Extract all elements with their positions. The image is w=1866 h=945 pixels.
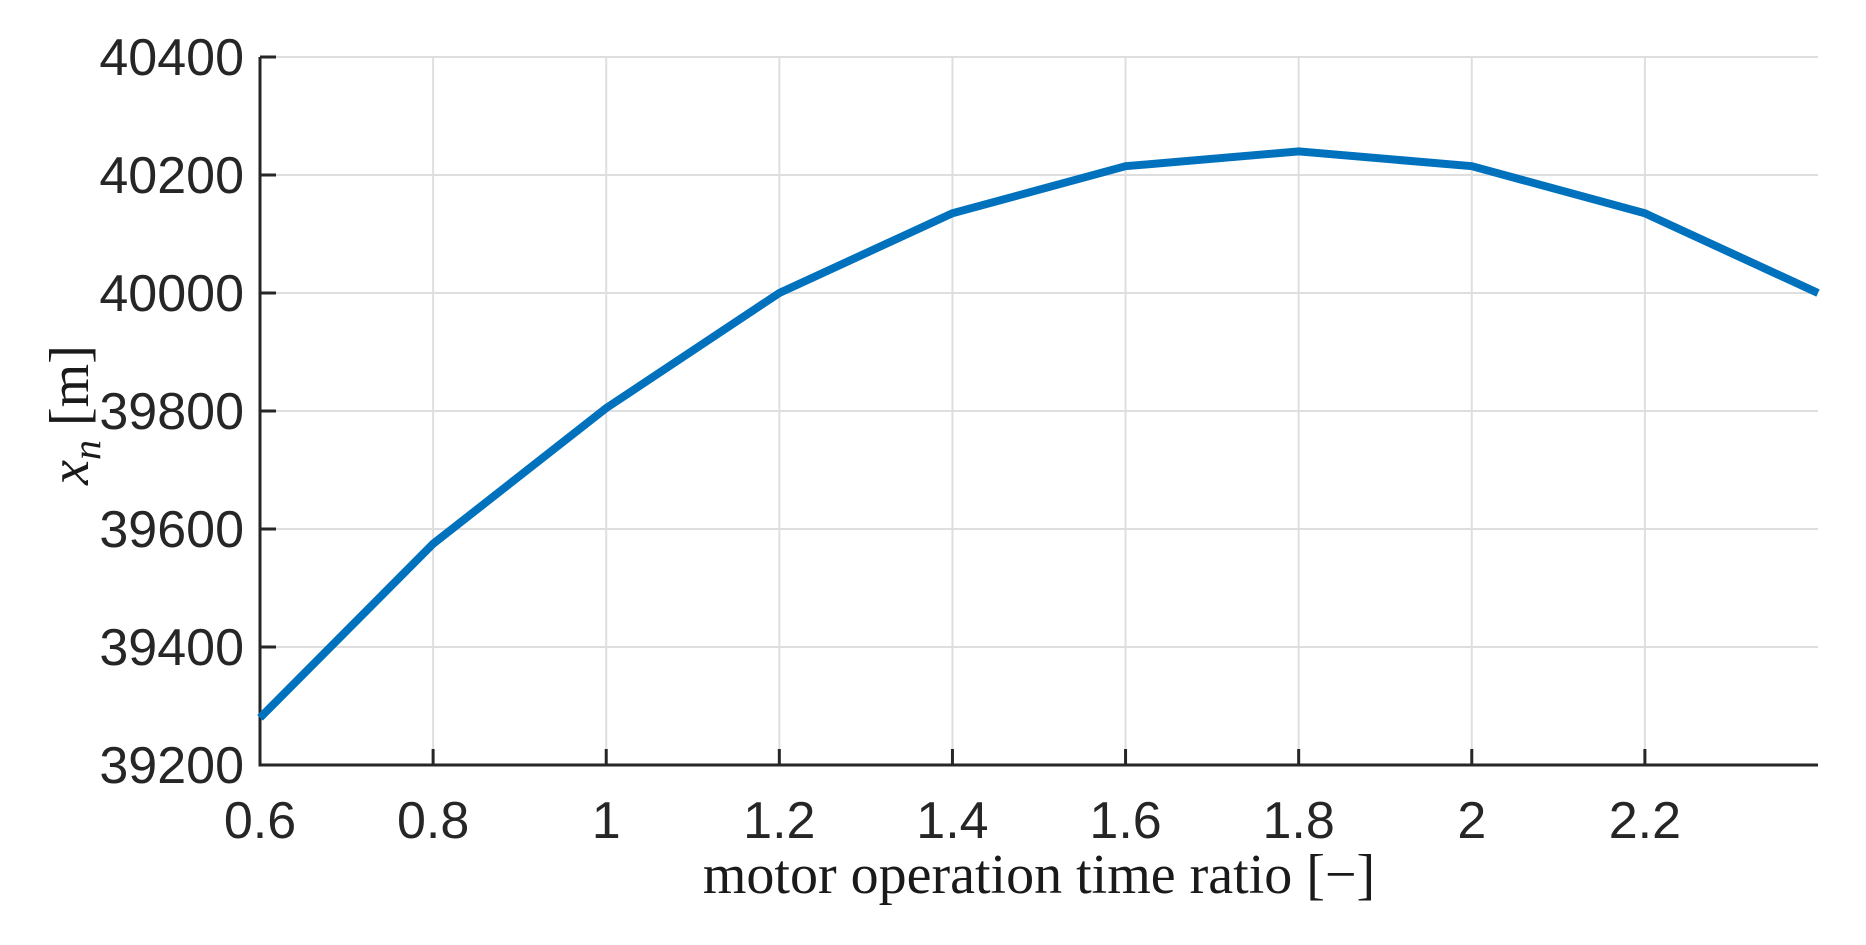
data-series-line <box>257 147 1820 721</box>
x-tick-label: 0.8 <box>397 792 469 850</box>
y-tick-label: 39400 <box>99 619 244 677</box>
y-tick-label: 39800 <box>99 383 244 441</box>
x-tick-label: 1.6 <box>1089 792 1161 850</box>
x-tick-label: 1.2 <box>743 792 815 850</box>
x-axis-title: motor operation time ratio [−] <box>703 844 1375 906</box>
y-tick-label: 40000 <box>99 265 244 323</box>
y-axis-title: xn [m] <box>39 345 109 486</box>
y-tick-label: 39600 <box>99 501 244 559</box>
x-tick-label: 1.4 <box>916 792 988 850</box>
x-tick-label: 2 <box>1457 792 1486 850</box>
x-tick-label: 1.8 <box>1263 792 1335 850</box>
x-tick-label: 0.6 <box>224 792 296 850</box>
x-tick-label: 1 <box>592 792 621 850</box>
y-tick-label: 40200 <box>99 147 244 205</box>
y-tick-label: 40400 <box>99 29 244 87</box>
y-tick-label: 39200 <box>99 737 244 795</box>
x-tick-label: 2.2 <box>1609 792 1681 850</box>
